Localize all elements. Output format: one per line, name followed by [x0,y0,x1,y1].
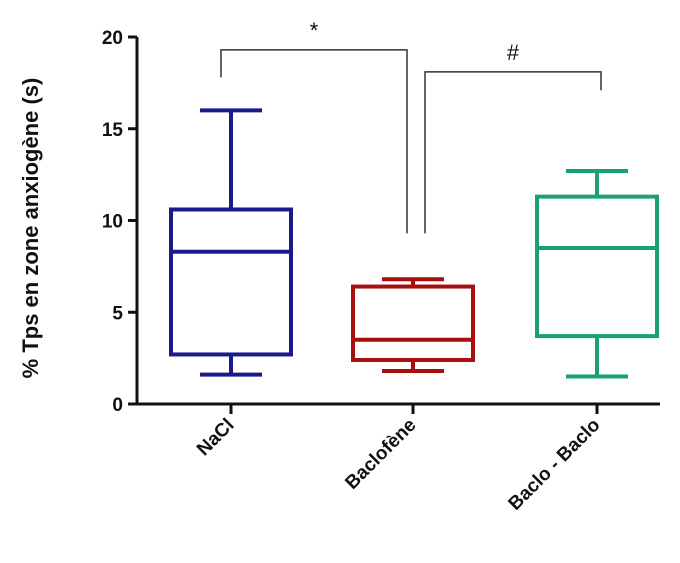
significance-bracket [424,71,602,234]
box-iqr [535,194,659,339]
significance-label: # [507,40,520,65]
significance-label: * [310,18,319,43]
y-tick-label: 20 [102,28,123,49]
box-iqr [169,207,293,357]
y-axis-title: % Tps en zone anxiogène (s) [18,78,43,379]
box-iqr [351,284,475,362]
y-tick-label: 0 [112,395,123,416]
y-tick-label: 5 [112,303,123,324]
plot-area: 0 5 10 15 20 NaCl Baclofène Baclo - Baclo * # [102,18,660,515]
y-tick-label: 15 [102,120,124,141]
x-category-label: Baclofène [341,415,420,494]
y-tick-label: 10 [102,212,123,233]
x-category-label: Baclo - Baclo [505,415,605,515]
x-category-label: NaCl [193,415,238,460]
significance-bracket [220,49,408,234]
